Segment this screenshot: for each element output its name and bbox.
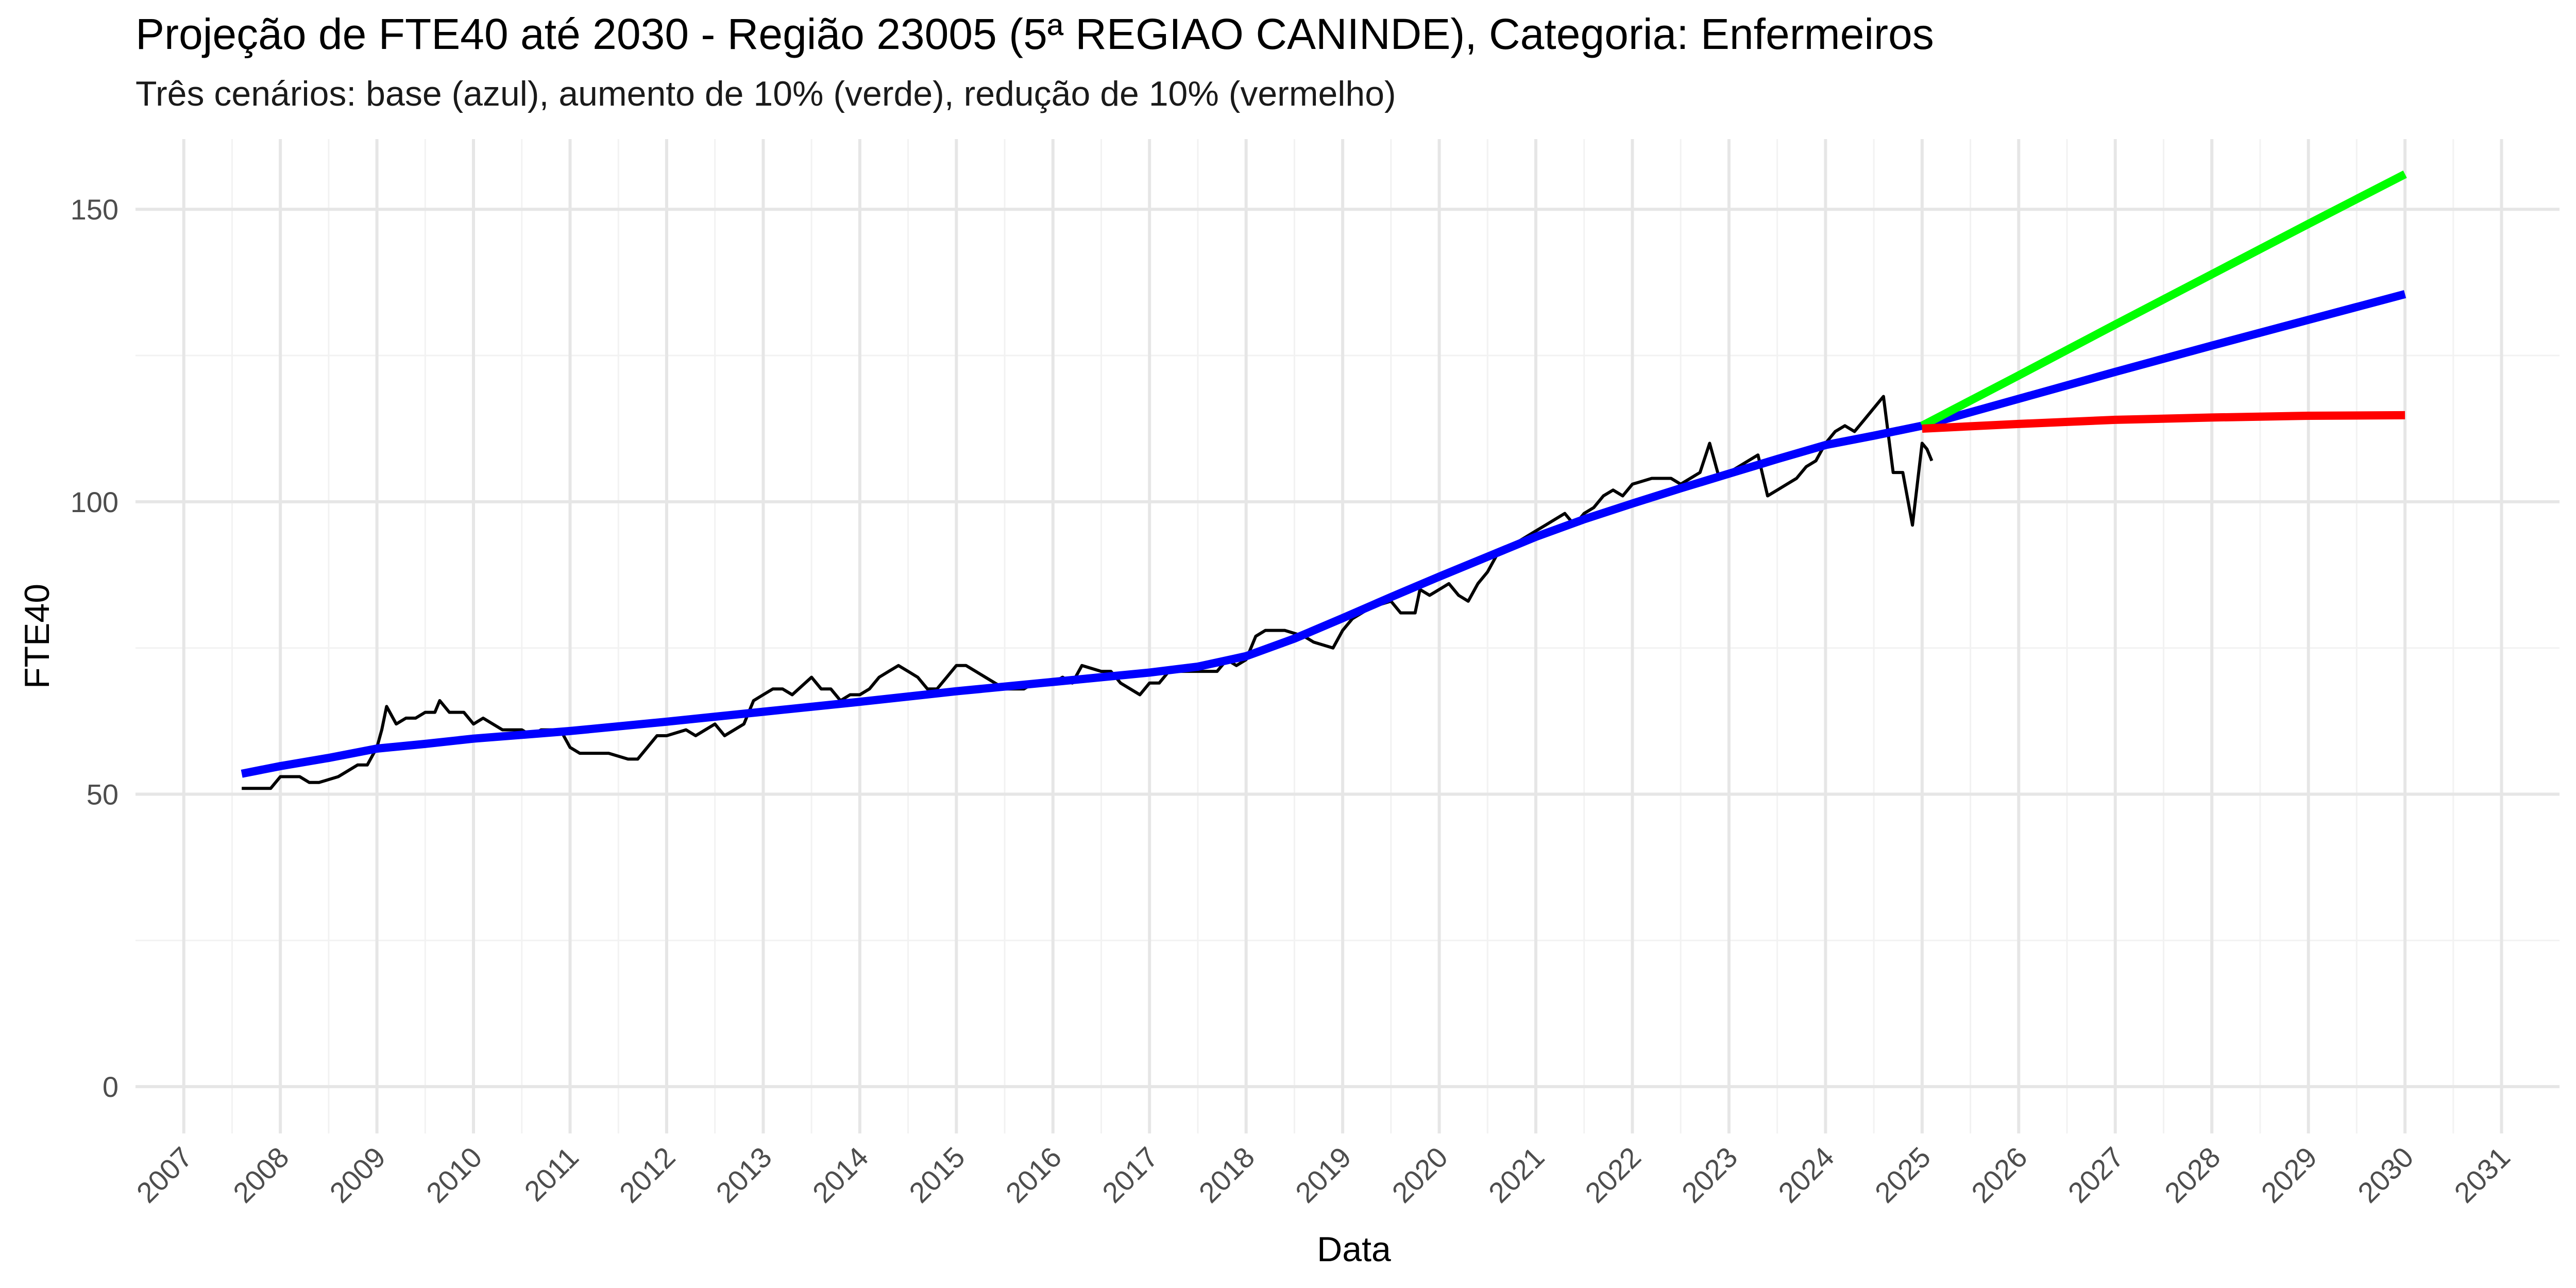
x-tick-label: 2011 bbox=[518, 1141, 585, 1208]
series-line-observed bbox=[242, 395, 1934, 790]
chart-subtitle: Três cenários: base (azul), aumento de 1… bbox=[135, 74, 1396, 113]
x-tick-label: 2017 bbox=[1096, 1141, 1164, 1209]
x-tick-label: 2023 bbox=[1675, 1141, 1744, 1209]
grid bbox=[135, 139, 2560, 1133]
x-tick-label: 2010 bbox=[420, 1141, 488, 1209]
x-tick-label: 2012 bbox=[613, 1141, 682, 1209]
x-tick-label: 2021 bbox=[1482, 1141, 1551, 1209]
chart-title: Projeção de FTE40 até 2030 - Região 2300… bbox=[135, 10, 1934, 58]
x-tick-label: 2026 bbox=[1965, 1141, 2033, 1209]
x-tick-label: 2015 bbox=[903, 1141, 971, 1209]
x-tick-labels: 2007 2008 2009 2010 2011 2012 2013 2014 2015 2016… bbox=[130, 1141, 2516, 1209]
x-tick-label: 2019 bbox=[1289, 1141, 1358, 1209]
series-lines bbox=[241, 170, 2407, 790]
series-line-increase-10pct bbox=[1920, 170, 2407, 430]
x-tick-label: 2025 bbox=[1869, 1141, 1937, 1209]
y-tick-label: 50 bbox=[87, 778, 118, 811]
x-tick-label: 2030 bbox=[2351, 1141, 2420, 1209]
x-tick-label: 2009 bbox=[323, 1141, 392, 1209]
series-line-base bbox=[241, 290, 2406, 778]
x-tick-label: 2007 bbox=[130, 1141, 199, 1209]
x-tick-label: 2020 bbox=[1385, 1141, 1454, 1209]
x-tick-label: 2008 bbox=[227, 1141, 295, 1209]
x-tick-label: 2013 bbox=[709, 1141, 778, 1209]
x-tick-label: 2028 bbox=[2158, 1141, 2227, 1209]
x-tick-label: 2029 bbox=[2255, 1141, 2323, 1209]
x-tick-label: 2018 bbox=[1193, 1141, 1261, 1209]
y-tick-label: 100 bbox=[71, 486, 118, 518]
y-tick-label: 0 bbox=[103, 1071, 118, 1103]
x-tick-label: 2022 bbox=[1579, 1141, 1647, 1209]
y-axis-label: FTE40 bbox=[18, 584, 57, 689]
y-tick-label: 150 bbox=[71, 193, 118, 226]
x-axis-label: Data bbox=[1317, 1230, 1391, 1269]
x-tick-label: 2024 bbox=[1772, 1141, 1840, 1209]
series-line-decrease-10pct bbox=[1922, 411, 2405, 433]
x-tick-label: 2027 bbox=[2062, 1141, 2130, 1209]
x-tick-label: 2031 bbox=[2448, 1141, 2516, 1209]
x-tick-label: 2016 bbox=[999, 1141, 1068, 1209]
y-tick-labels: 0 50 100 150 bbox=[71, 193, 118, 1103]
x-tick-label: 2014 bbox=[806, 1141, 875, 1209]
